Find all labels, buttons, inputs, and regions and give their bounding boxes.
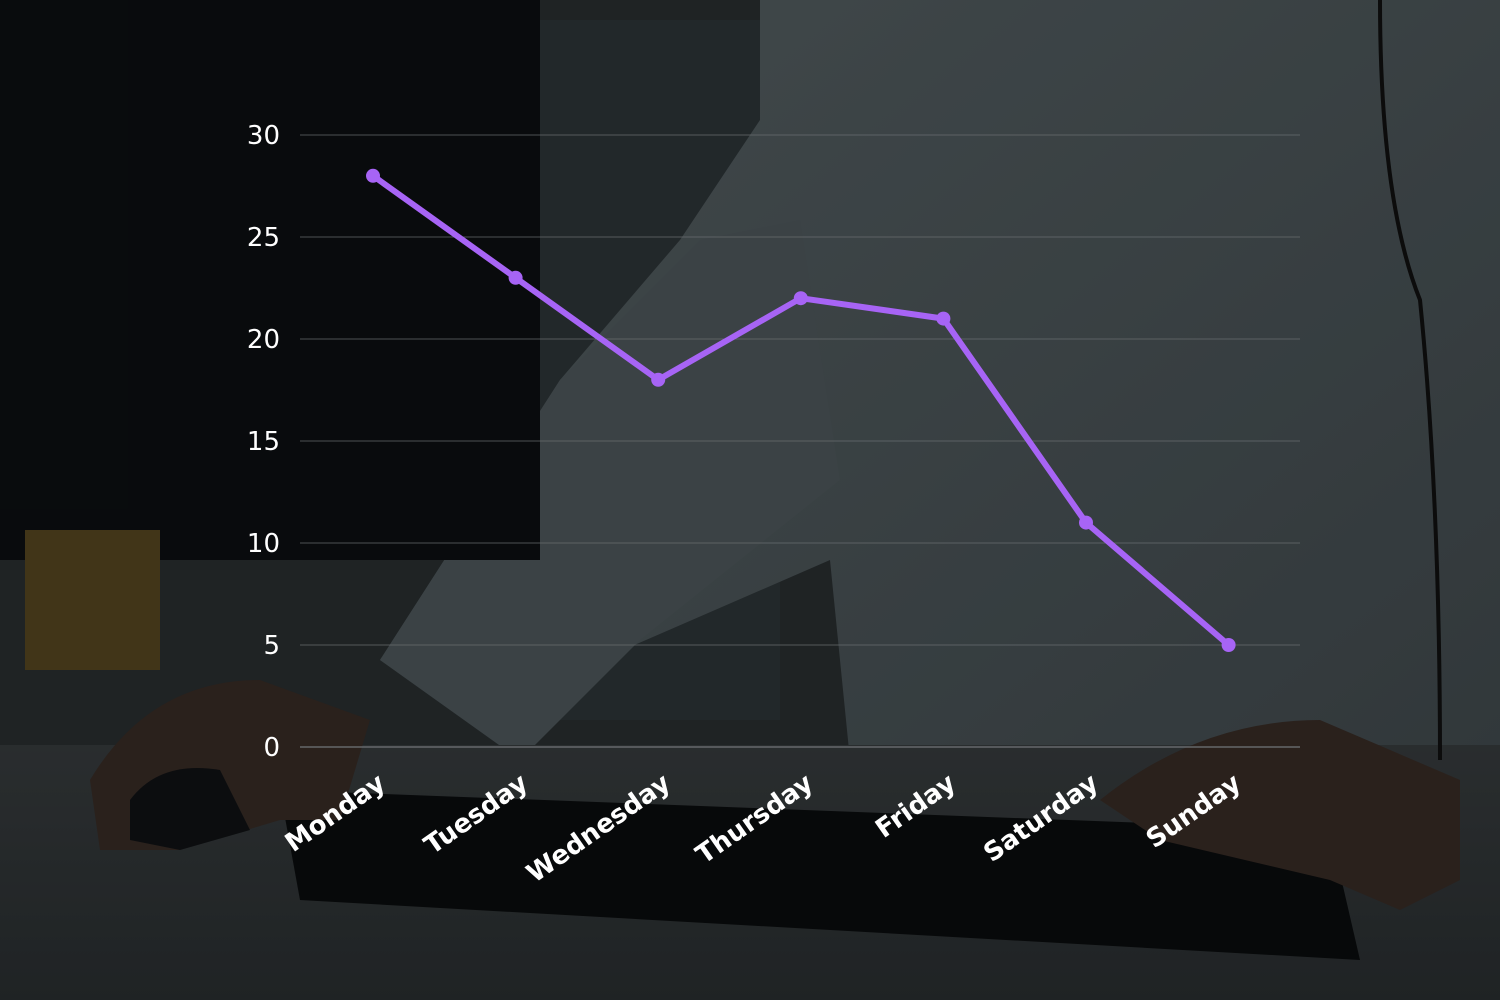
x-tick-label: Saturday [978,768,1104,869]
data-point [1221,638,1236,652]
x-tick-label: Friday [870,768,961,844]
series-layer [366,168,1236,652]
sleeve [380,220,840,760]
sticky-note [25,530,160,670]
data-point [936,311,951,326]
data-point [366,168,380,183]
y-tick-label: 20 [247,325,280,355]
right-hand [1100,720,1460,910]
data-point [508,270,523,285]
keyboard [280,790,1360,960]
monitor [0,0,540,560]
series-line [370,172,1232,648]
data-point [651,372,666,387]
x-tick-label: Tuesday [419,768,534,861]
data-point [793,291,808,306]
mouse [130,768,250,850]
y-tick-label: 30 [247,121,280,151]
data-point [1079,515,1093,530]
shirt [380,0,1500,900]
y-tick-label: 15 [247,427,280,457]
y-tick-label: 25 [247,223,280,253]
y-tick-label: 5 [263,631,280,661]
cable [1378,0,1442,761]
grid-layer [300,134,1300,748]
x-tick-label: Wednesday [521,768,676,889]
y-axis: 0 5 10 15 20 25 30 [247,121,280,763]
y-tick-label: 10 [247,529,280,559]
x-tick-label: Monday [280,768,391,858]
y-tick-label: 0 [263,733,280,763]
x-tick-label: Sunday [1141,768,1247,855]
x-tick-label: Thursday [691,768,819,870]
